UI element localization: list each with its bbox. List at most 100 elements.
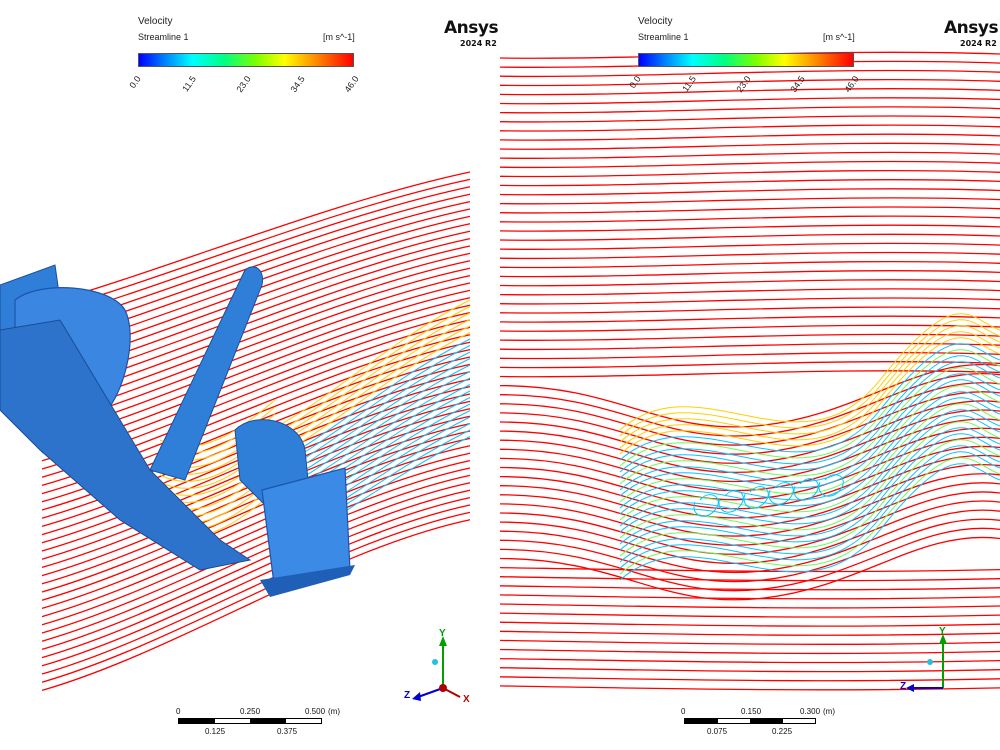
streamline-wake: [619, 463, 1000, 581]
streamline: [500, 594, 1000, 600]
ansys-version: 2024 R2: [960, 39, 997, 48]
streamline-wake: [619, 439, 1000, 557]
vortex: [793, 478, 819, 501]
streamline-wake: [619, 361, 1000, 479]
axis-z-label: Z: [900, 681, 907, 692]
streamline: [500, 197, 1000, 205]
streamline: [500, 260, 1000, 269]
right-streamline-view[interactable]: [500, 0, 1000, 750]
scale-label: 0.250: [240, 707, 261, 716]
streamline: [500, 315, 1000, 323]
streamline-wake: [619, 415, 1000, 533]
streamline: [500, 370, 1000, 378]
streamline: [500, 418, 1000, 483]
streamline: [500, 169, 1000, 178]
streamline: [500, 603, 1000, 609]
streamline-wake: [619, 367, 1000, 485]
streamline: [500, 279, 1000, 287]
streamline: [41, 474, 471, 642]
vortex: [818, 474, 844, 497]
legend-title: Velocity: [638, 16, 673, 27]
scale-unit: (m): [328, 707, 340, 716]
vortex: [768, 482, 794, 505]
streamline: [500, 333, 1000, 341]
streamline: [500, 685, 1000, 691]
streamline: [500, 288, 1000, 296]
streamline: [500, 382, 1000, 446]
streamline: [41, 511, 471, 683]
streamline: [500, 454, 1000, 519]
streamline: [500, 351, 1000, 360]
streamline: [500, 648, 1000, 655]
streamline: [500, 233, 1000, 241]
scale-label: 0: [681, 707, 686, 716]
streamline-wake: [619, 421, 1000, 539]
streamline-wake: [269, 306, 471, 437]
streamline-wake: [619, 349, 1000, 467]
streamline: [500, 576, 1000, 582]
scale-label: 0.150: [741, 707, 762, 716]
streamline-wake: [619, 325, 1000, 443]
streamline-wake: [619, 337, 1000, 455]
streamline: [500, 657, 1000, 664]
streamline: [500, 612, 1000, 618]
streamline: [41, 496, 471, 667]
left-streamline-view[interactable]: [0, 0, 500, 750]
velocity-colorbar: [638, 53, 854, 67]
scale-unit: (m): [823, 707, 835, 716]
scale-label: 0.375: [277, 727, 298, 736]
streamline-wake: [619, 427, 1000, 545]
streamline: [500, 621, 1000, 627]
ansys-logo: Ansys: [944, 18, 999, 38]
ansys-version: 2024 R2: [460, 39, 497, 48]
streamline: [41, 519, 471, 692]
streamline: [41, 467, 471, 634]
streamline-wake: [619, 343, 1000, 461]
streamline: [500, 585, 1000, 591]
streamline-wake: [619, 397, 1000, 515]
streamline: [500, 179, 1000, 187]
axis-z-label: Z: [404, 690, 411, 701]
legend-subtitle: Streamline 1: [138, 32, 189, 42]
left-viewport[interactable]: Velocity Streamline 1 [m s^-1] 0.0 11.5 …: [0, 0, 500, 750]
streamline-wake: [619, 409, 1000, 527]
streamline-wake: [269, 299, 471, 431]
streamline-wake: [619, 445, 1000, 563]
streamline: [500, 133, 1000, 141]
scale-label: 0.125: [205, 727, 226, 736]
scale-bar: [178, 718, 322, 724]
streamline-wake: [619, 313, 1000, 431]
vortex: [718, 490, 744, 513]
streamline: [500, 491, 1000, 555]
streamline: [500, 115, 1000, 123]
axis-y-label: Y: [439, 628, 446, 639]
legend-subtitle: Streamline 1: [638, 32, 689, 42]
streamline: [500, 639, 1000, 645]
streamline-wake: [619, 385, 1000, 503]
streamline: [41, 459, 471, 626]
scale-label: 0: [176, 707, 181, 716]
scale-bar: [684, 718, 816, 724]
streamline: [500, 160, 1000, 169]
streamline-wake: [619, 457, 1000, 575]
streamline: [500, 88, 1000, 96]
scale-label: 0.075: [707, 727, 728, 736]
right-viewport[interactable]: Velocity Streamline 1 [m s^-1] 0.0 11.5 …: [500, 0, 1000, 750]
streamline: [500, 206, 1000, 214]
streamline: [500, 324, 1000, 332]
streamline: [500, 142, 1000, 150]
streamline: [500, 400, 1000, 464]
streamline: [41, 482, 471, 651]
streamline: [500, 630, 1000, 636]
streamline: [500, 224, 1000, 232]
streamline-wake: [269, 319, 471, 449]
axis-y-label: Y: [939, 626, 946, 637]
streamline: [500, 97, 1000, 105]
streamline: [500, 270, 1000, 278]
streamline: [500, 361, 1000, 369]
streamline: [41, 171, 471, 306]
streamline-wake: [619, 319, 1000, 437]
axis-x-label: X: [463, 694, 470, 705]
streamline: [500, 297, 1000, 305]
vortex: [743, 486, 769, 509]
